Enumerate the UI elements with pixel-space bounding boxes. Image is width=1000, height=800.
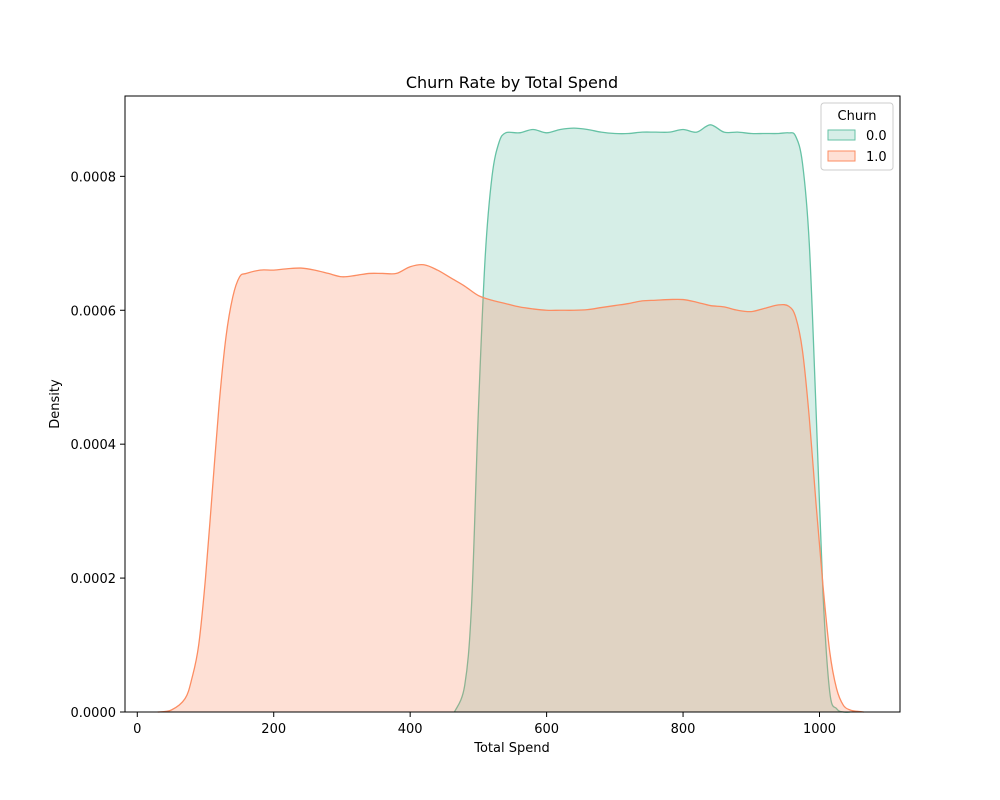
x-axis-label: Total Spend	[473, 741, 550, 756]
plot-frame	[124, 95, 901, 713]
x-tick-label: 0	[133, 722, 141, 737]
y-tick-label: 0.0004	[71, 438, 117, 453]
x-axis: 0 200 400 600 800 1000	[133, 712, 836, 737]
legend-label-0: 0.0	[866, 129, 887, 144]
series-layer	[157, 124, 864, 713]
x-tick-label: 800	[671, 722, 696, 737]
series-area-0	[454, 124, 851, 713]
legend-swatch-0	[827, 129, 856, 141]
y-tick-label: 0.0002	[71, 572, 117, 587]
x-tick-label: 200	[261, 722, 286, 737]
x-tick-label: 1000	[803, 722, 836, 737]
series-line-0	[453, 124, 851, 713]
legend-frame	[820, 102, 894, 171]
y-tick-label: 0.0008	[71, 170, 117, 185]
legend-label-1: 1.0	[866, 150, 887, 165]
y-tick-label: 0.0000	[71, 706, 117, 721]
legend-title: Churn	[838, 109, 877, 124]
chart-title: Churn Rate by Total Spend	[406, 73, 618, 92]
legend: Churn 0.0 1.0	[820, 102, 894, 171]
legend-swatch-1	[827, 150, 856, 162]
x-tick-label: 600	[534, 722, 559, 737]
series-area-1	[157, 264, 864, 712]
y-tick-label: 0.0006	[71, 304, 117, 319]
x-tick-label: 400	[398, 722, 423, 737]
series-line-1	[157, 263, 864, 713]
y-axis: 0.0000 0.0002 0.0004 0.0006 0.0008	[71, 170, 125, 721]
y-axis-label: Density	[48, 379, 63, 429]
